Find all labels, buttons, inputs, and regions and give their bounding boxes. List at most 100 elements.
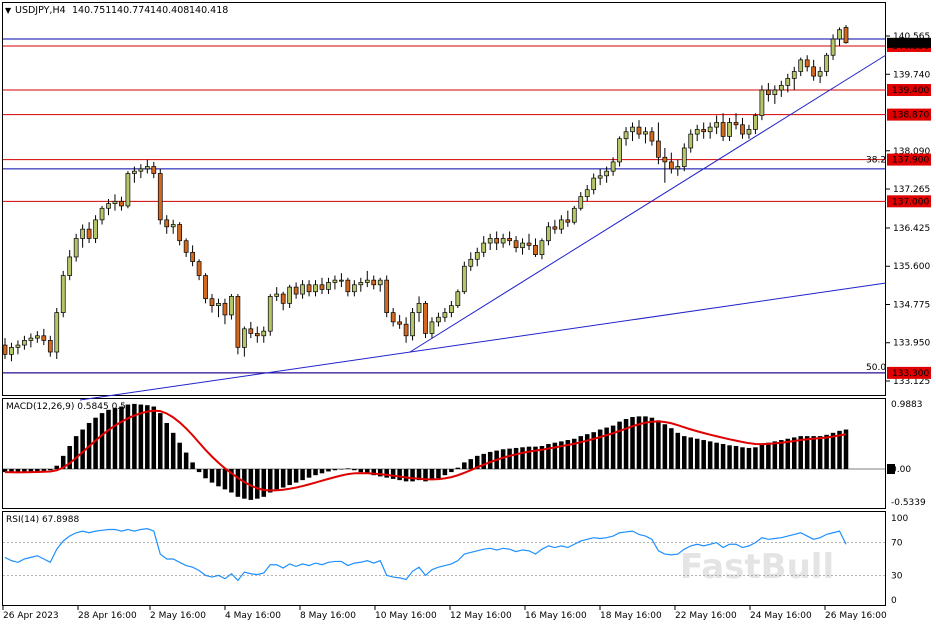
price-tick-label: 139.740 [893, 70, 930, 80]
candle-body [656, 140, 661, 158]
macd-histogram-bar [572, 438, 577, 469]
macd-axis: 0.9883 0.00 -0.5339 [887, 400, 926, 508]
level-price-tag[interactable] [887, 366, 931, 379]
macd-histogram-bar [35, 469, 40, 472]
macd-histogram-bar [203, 469, 208, 479]
candle-body [390, 312, 396, 323]
price-tick-label: 133.125 [893, 377, 930, 387]
price-tick-label: 136.425 [893, 224, 930, 234]
candle-body [313, 284, 318, 293]
macd-histogram-bar [442, 469, 448, 476]
candle-body [125, 173, 131, 207]
macd-histogram-bar [2, 469, 8, 473]
candle-body [54, 312, 60, 353]
time-axis[interactable]: 26 Apr 2023 28 Apr 16:00 2 May 16:00 4 May … [2, 606, 887, 621]
macd-histogram-bar [73, 436, 79, 469]
candle-body [714, 122, 719, 128]
candle-body [707, 126, 713, 133]
candle-body [371, 279, 377, 286]
macd-histogram-bar [804, 436, 810, 469]
candle-body [461, 265, 467, 293]
candle-body [733, 122, 739, 126]
candle-body [681, 147, 687, 167]
macd-histogram-bar [151, 406, 157, 469]
candle-body [474, 251, 480, 260]
candle-body [753, 115, 758, 130]
macd-histogram-bar [843, 429, 849, 469]
candle-body [487, 238, 493, 244]
candle-body [410, 312, 415, 337]
trendline-lower[interactable] [79, 282, 887, 401]
macd-histogram-bar [125, 404, 131, 469]
candle-body [229, 296, 234, 316]
macd-histogram-bar [772, 441, 778, 469]
watermark-text: FastBull [680, 547, 834, 587]
candle-body [267, 296, 273, 332]
candle-body [507, 238, 512, 242]
candle-body [688, 133, 694, 149]
time-tick-label: 28 Apr 16:00 [78, 611, 137, 621]
level-price-tag[interactable] [887, 108, 931, 121]
macd-histogram-bar [636, 416, 642, 469]
current-price-tag [887, 37, 931, 48]
macd-histogram-bar [565, 440, 571, 469]
macd-histogram-bar [138, 404, 144, 469]
candle-body [662, 156, 668, 163]
price-tick-label: 133.950 [893, 339, 930, 349]
level-price-tag-label: 133.300 [892, 369, 929, 379]
symbol-dropdown-icon[interactable]: ▼ [5, 6, 12, 15]
candle-body [22, 340, 27, 346]
price-tick-label: 140.565 [893, 32, 930, 42]
candle-body [170, 224, 176, 228]
macd-histogram-bar [701, 440, 706, 469]
candle-body [533, 245, 538, 255]
candle-body [300, 284, 305, 295]
rsi-line [4, 528, 847, 582]
candle-body [423, 302, 428, 334]
macd-histogram-bar [714, 442, 719, 469]
time-tick-label: 24 May 16:00 [750, 611, 812, 621]
candle-body [455, 291, 461, 306]
candle-body [449, 305, 454, 313]
candle-body [442, 312, 448, 318]
macd-histogram-bar [727, 445, 732, 469]
candle-body [15, 344, 21, 348]
macd-histogram-bar [274, 469, 279, 490]
candle-body [694, 129, 700, 135]
level-price-tag[interactable] [887, 195, 931, 208]
macd-histogram-bar [643, 416, 648, 469]
macd-histogram-bar [332, 469, 338, 471]
candle-body [364, 279, 370, 283]
trendline-upper[interactable] [409, 54, 887, 353]
rsi-tick-label: 30 [891, 571, 903, 581]
level-price-tag[interactable] [887, 153, 931, 166]
candle-body [746, 129, 752, 135]
candle-body [306, 284, 312, 293]
macd-panel[interactable] [2, 398, 886, 509]
candle-body [623, 131, 629, 140]
candle-body [93, 219, 98, 239]
macd-histogram-bar [60, 455, 66, 469]
ohlc-open: 140.751 [72, 5, 111, 16]
candle-body [539, 240, 545, 255]
price-panel[interactable] [2, 2, 886, 396]
level-price-tag[interactable] [887, 84, 931, 97]
candle-body [106, 203, 111, 209]
candle-body [203, 275, 208, 300]
price-tick-label: 135.600 [893, 262, 930, 272]
candle-body [248, 328, 254, 334]
candle-body [740, 124, 745, 135]
candle-body [397, 321, 402, 325]
candle-body [274, 293, 280, 297]
ohlc-close: 140.418 [189, 5, 228, 16]
rsi-panel[interactable] [2, 511, 886, 606]
macd-histogram-bar [99, 413, 105, 469]
macd-histogram-bar [462, 462, 467, 469]
price-axis[interactable]: 140.565 139.740 138.090 137.265 136.425 135.6… [866, 32, 931, 387]
macd-histogram-bar [54, 465, 60, 469]
candle-body [811, 66, 817, 77]
macd-histogram-bar [326, 469, 331, 472]
time-tick-label: 18 May 16:00 [600, 611, 662, 621]
time-tick-label: 2 May 16:00 [150, 611, 206, 621]
